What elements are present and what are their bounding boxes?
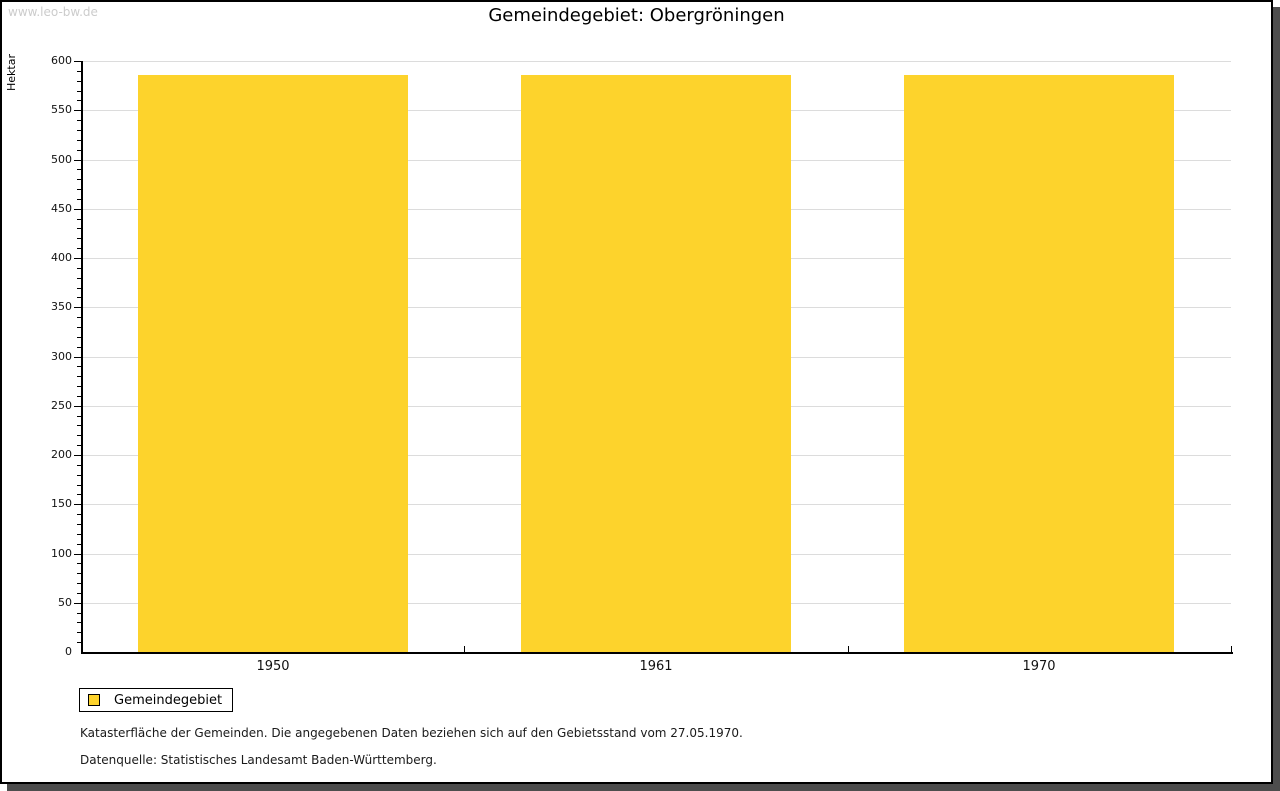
note-datasource: Datenquelle: Statistisches Landesamt Bad…	[80, 753, 437, 767]
y-minor-tick	[77, 71, 81, 72]
y-axis-line	[81, 61, 83, 652]
y-gridline	[81, 61, 1231, 62]
chart-title: Gemeindegebiet: Obergröningen	[488, 5, 785, 26]
y-minor-tick	[77, 396, 81, 397]
y-minor-tick	[77, 179, 81, 180]
y-minor-tick	[77, 248, 81, 249]
y-minor-tick	[77, 544, 81, 545]
y-minor-tick	[77, 563, 81, 564]
y-minor-tick	[77, 465, 81, 466]
y-tick-label: 100	[51, 547, 72, 560]
y-minor-tick	[77, 583, 81, 584]
y-minor-tick	[77, 189, 81, 190]
y-minor-tick	[77, 120, 81, 121]
y-minor-tick	[77, 376, 81, 377]
y-minor-tick	[77, 337, 81, 338]
y-major-tick	[74, 160, 81, 161]
y-tick-label: 500	[51, 153, 72, 166]
y-minor-tick	[77, 278, 81, 279]
y-minor-tick	[77, 100, 81, 101]
y-minor-tick	[77, 150, 81, 151]
y-tick-label: 200	[51, 448, 72, 461]
y-major-tick	[74, 61, 81, 62]
y-tick-label: 300	[51, 350, 72, 363]
y-minor-tick	[77, 366, 81, 367]
y-minor-tick	[77, 514, 81, 515]
y-minor-tick	[77, 91, 81, 92]
y-minor-tick	[77, 140, 81, 141]
x-tick-label: 1961	[639, 659, 673, 674]
y-major-tick	[74, 554, 81, 555]
y-major-tick	[74, 603, 81, 604]
y-major-tick	[74, 110, 81, 111]
y-tick-label: 350	[51, 300, 72, 313]
y-tick-label: 0	[65, 645, 72, 658]
y-minor-tick	[77, 228, 81, 229]
y-minor-tick	[77, 494, 81, 495]
y-minor-tick	[77, 297, 81, 298]
y-minor-tick	[77, 288, 81, 289]
y-minor-tick	[77, 81, 81, 82]
y-major-tick	[74, 504, 81, 505]
y-minor-tick	[77, 445, 81, 446]
y-tick-label: 450	[51, 202, 72, 215]
y-minor-tick	[77, 268, 81, 269]
y-tick-label: 550	[51, 103, 72, 116]
y-minor-tick	[77, 238, 81, 239]
y-minor-tick	[77, 593, 81, 594]
y-minor-tick	[77, 534, 81, 535]
bar-1961	[521, 75, 791, 652]
x-axis-line	[81, 652, 1233, 654]
y-minor-tick	[77, 573, 81, 574]
x-boundary-tick	[464, 646, 465, 652]
y-minor-tick	[77, 386, 81, 387]
y-tick-label: 250	[51, 399, 72, 412]
y-minor-tick	[77, 485, 81, 486]
y-major-tick	[74, 406, 81, 407]
y-major-tick	[74, 209, 81, 210]
bar-1970	[904, 75, 1174, 652]
legend-swatch-icon	[88, 694, 100, 706]
y-minor-tick	[77, 317, 81, 318]
y-minor-tick	[77, 435, 81, 436]
x-tick-label: 1970	[1022, 659, 1056, 674]
y-minor-tick	[77, 219, 81, 220]
y-major-tick	[74, 455, 81, 456]
y-major-tick	[74, 258, 81, 259]
y-minor-tick	[77, 169, 81, 170]
y-tick-label: 150	[51, 497, 72, 510]
x-end-tick	[1231, 646, 1232, 652]
y-minor-tick	[77, 130, 81, 131]
x-boundary-tick	[848, 646, 849, 652]
y-minor-tick	[77, 347, 81, 348]
y-axis-title: Hektar	[5, 54, 18, 91]
y-minor-tick	[77, 642, 81, 643]
y-minor-tick	[77, 199, 81, 200]
y-minor-tick	[77, 327, 81, 328]
y-minor-tick	[77, 613, 81, 614]
x-tick-label: 1950	[256, 659, 290, 674]
y-tick-label: 600	[51, 54, 72, 67]
y-minor-tick	[77, 632, 81, 633]
legend: Gemeindegebiet	[79, 688, 233, 712]
y-tick-label: 50	[58, 596, 72, 609]
watermark: www.leo-bw.de	[8, 5, 98, 19]
y-tick-label: 400	[51, 251, 72, 264]
legend-label: Gemeindegebiet	[114, 692, 223, 708]
y-major-tick	[74, 357, 81, 358]
bar-1950	[138, 75, 408, 652]
y-minor-tick	[77, 475, 81, 476]
y-major-tick	[74, 307, 81, 308]
note-description: Katasterfläche der Gemeinden. Die angege…	[80, 726, 743, 740]
y-minor-tick	[77, 425, 81, 426]
y-minor-tick	[77, 416, 81, 417]
y-minor-tick	[77, 524, 81, 525]
y-minor-tick	[77, 622, 81, 623]
